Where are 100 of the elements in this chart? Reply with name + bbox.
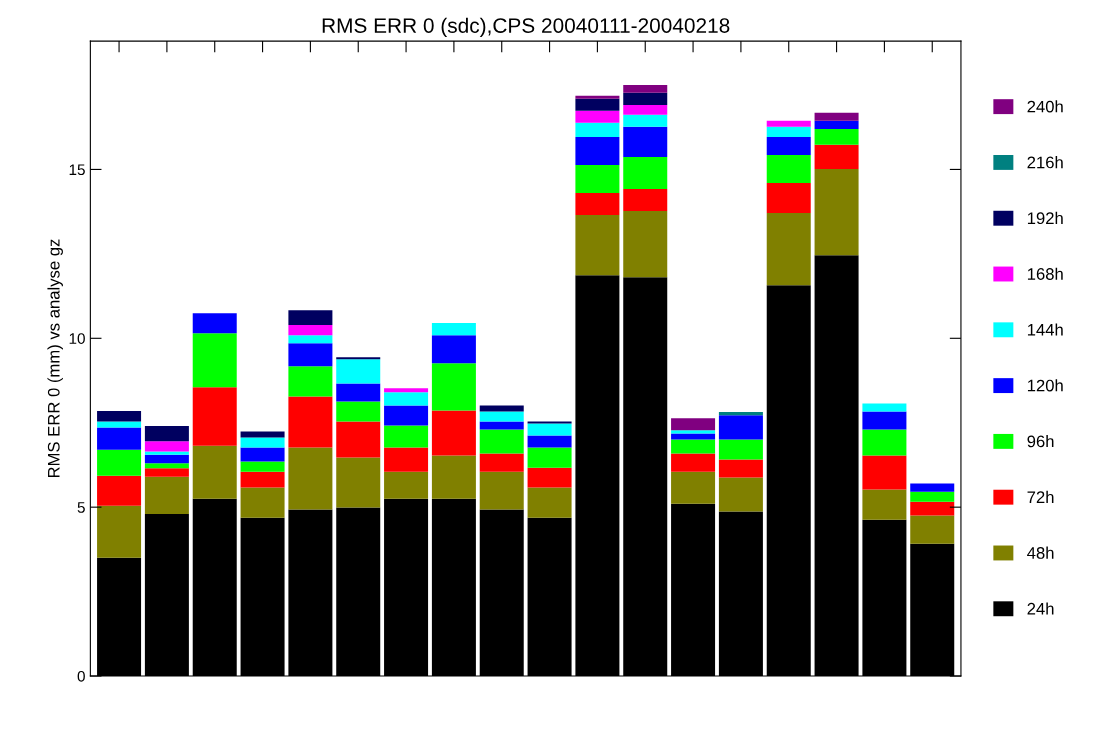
bar xyxy=(288,396,333,448)
bar xyxy=(671,439,716,454)
bar xyxy=(384,405,429,426)
bar xyxy=(192,333,237,388)
legend-label: 120h xyxy=(1027,379,1063,392)
legend-label: 240h xyxy=(1027,100,1063,113)
bar xyxy=(336,401,381,422)
bar xyxy=(479,471,524,510)
bar xyxy=(288,343,333,367)
bar xyxy=(479,453,524,472)
bar xyxy=(814,112,859,121)
bar xyxy=(623,156,668,190)
bar xyxy=(97,421,142,428)
bar xyxy=(97,505,142,558)
legend-label: 192h xyxy=(1027,211,1063,225)
bar xyxy=(431,363,476,411)
bar xyxy=(144,426,189,442)
bar xyxy=(384,388,429,393)
bar xyxy=(240,471,285,488)
bar xyxy=(575,122,620,137)
bar xyxy=(336,383,381,402)
bar xyxy=(527,421,572,424)
bar xyxy=(575,95,620,99)
bar xyxy=(192,445,237,499)
bar xyxy=(623,92,668,105)
bar xyxy=(288,310,333,326)
bar xyxy=(527,467,572,488)
bar xyxy=(431,455,476,499)
bar xyxy=(718,415,763,440)
bar xyxy=(623,126,668,157)
bar xyxy=(527,447,572,468)
bar xyxy=(384,425,429,448)
bar xyxy=(288,335,333,344)
y-tick-label: 15 xyxy=(69,164,85,176)
bar xyxy=(623,84,668,93)
legend-label: 168h xyxy=(1027,267,1063,280)
bar xyxy=(144,463,189,469)
bar xyxy=(240,447,285,462)
bar xyxy=(671,471,716,504)
bar xyxy=(575,215,620,276)
bar xyxy=(862,489,907,520)
bar xyxy=(431,335,476,364)
bar xyxy=(766,212,811,286)
bar xyxy=(718,459,763,478)
bar xyxy=(97,475,142,506)
legend-label: 216h xyxy=(1027,156,1063,169)
bar xyxy=(479,405,524,412)
bar xyxy=(144,468,189,477)
bar xyxy=(479,429,524,454)
bar xyxy=(384,471,429,499)
bar xyxy=(623,104,668,115)
bar xyxy=(527,423,572,436)
bar xyxy=(862,411,907,430)
bar xyxy=(814,169,859,256)
bar xyxy=(192,313,237,334)
bar xyxy=(240,487,285,518)
bar xyxy=(910,501,955,516)
bar xyxy=(288,447,333,510)
bar xyxy=(718,439,763,460)
bar xyxy=(527,435,572,448)
bar xyxy=(144,441,189,452)
legend-label: 144h xyxy=(1027,323,1063,336)
bar xyxy=(575,165,620,194)
bar xyxy=(623,210,668,278)
bar xyxy=(671,433,716,440)
bar xyxy=(623,189,668,211)
bar xyxy=(240,461,285,472)
bar xyxy=(766,126,811,137)
y-tick-label: 10 xyxy=(69,333,85,344)
bar xyxy=(671,430,716,434)
bar xyxy=(862,455,907,490)
bar xyxy=(431,410,476,456)
bar xyxy=(336,357,381,360)
chart-title: RMS ERR 0 (sdc),CPS 20040111-20040218 xyxy=(322,17,730,38)
bar xyxy=(910,515,955,544)
bar xyxy=(862,429,907,456)
legend-label: 96h xyxy=(1027,435,1054,448)
bar xyxy=(240,437,285,448)
bar xyxy=(288,325,333,336)
y-axis-title: RMS ERR 0 (mm) vs analyse gz xyxy=(47,239,63,478)
bar xyxy=(431,323,476,336)
bar xyxy=(144,454,189,464)
bar xyxy=(671,453,716,472)
bar xyxy=(623,114,668,127)
bar xyxy=(766,120,811,127)
bar xyxy=(384,392,429,406)
bar xyxy=(575,110,620,123)
y-tick-label: 5 xyxy=(77,502,85,513)
bar xyxy=(336,457,381,508)
y-tick-label: 0 xyxy=(77,670,85,682)
bar xyxy=(766,137,811,155)
bar xyxy=(575,137,620,166)
bar xyxy=(336,359,381,384)
legend-label: 72h xyxy=(1027,490,1054,503)
bar xyxy=(144,476,189,514)
bar xyxy=(766,182,811,213)
legend-label: 24h xyxy=(1027,602,1054,615)
bar xyxy=(910,491,955,502)
bar xyxy=(97,410,142,422)
bar xyxy=(671,418,716,431)
